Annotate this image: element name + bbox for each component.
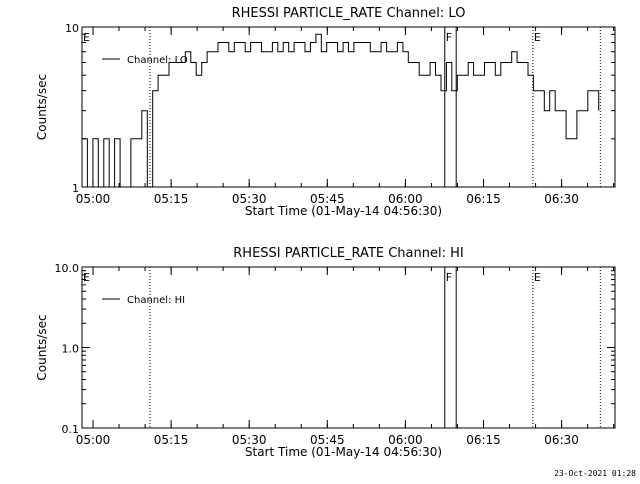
chart1-xtick-label: 05:00 [76,192,111,206]
chart2-xlabel: Start Time (01-May-14 04:56:30) [245,445,442,459]
chart2-xtick-label: 05:00 [76,433,111,447]
footer-timestamp: 23-Oct-2021 01:28 [554,469,636,478]
chart2-ylabel: Counts/sec [35,314,49,380]
chart1-ylabel: Counts/sec [35,74,49,140]
chart2-legend-label: Channel: HI [127,295,185,306]
chart2-title: RHESSI PARTICLE_RATE Channel: HI [233,246,463,261]
chart1-xtick-label: 06:30 [544,192,579,206]
chart2-xtick-label: 06:00 [388,433,423,447]
chart1-xlabel: Start Time (01-May-14 04:56:30) [245,204,442,218]
chart2-xtick-label: 05:45 [310,433,345,447]
chart1-plot-frame [81,26,616,188]
chart1-xtick-label: 05:15 [154,192,189,206]
chart2-ytick-label: 10.0 [55,262,80,275]
chart2-marker-label: E [534,271,541,284]
chart1-marker-label: E [83,31,90,44]
chart2-xtick-label: 06:30 [544,433,579,447]
chart1-ytick-label: 10 [65,22,79,35]
chart2-ytick-label: 1.0 [62,343,80,356]
chart1-title: RHESSI PARTICLE_RATE Channel: LO [232,6,466,21]
chart2-xtick-label: 05:15 [154,433,189,447]
chart1-series-line [82,33,600,188]
chart2-marker-label: F [446,271,452,284]
chart1-ytick-label: 1 [72,182,79,195]
chart2-xtick-label: 06:15 [466,433,501,447]
chart1-legend-label: Channel: LO [127,55,188,66]
chart2-plot-frame [81,266,616,429]
chart1-xtick-label: 06:00 [388,192,423,206]
chart2-xtick-label: 05:30 [232,433,267,447]
chart1-xtick-label: 05:45 [310,192,345,206]
chart1-marker-label: F [446,31,452,44]
chart1-marker-label: E [534,31,541,44]
chart2-ytick-label: 0.1 [62,423,80,436]
chart2-marker-label: E [83,271,90,284]
chart1-xtick-label: 06:15 [466,192,501,206]
chart1-xtick-label: 05:30 [232,192,267,206]
